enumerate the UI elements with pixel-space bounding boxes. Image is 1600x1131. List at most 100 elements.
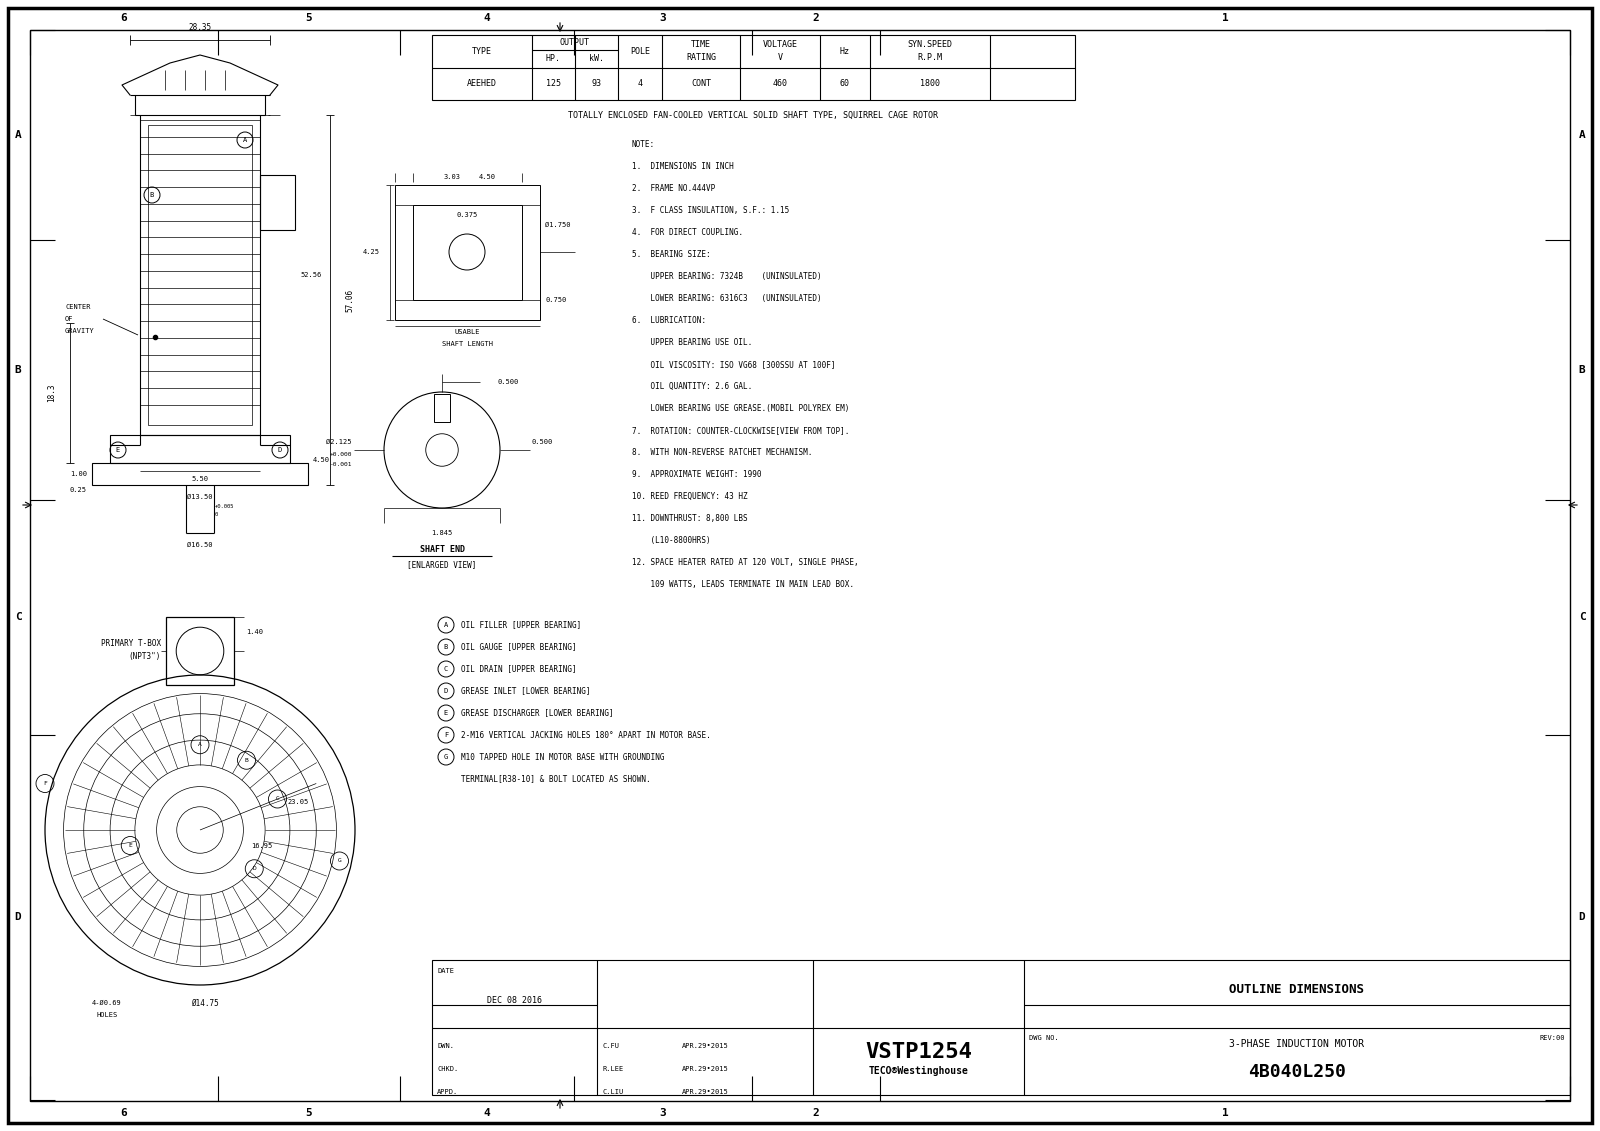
- Text: Ø14.75: Ø14.75: [190, 999, 219, 1008]
- Text: APR.29•2015: APR.29•2015: [682, 1044, 728, 1050]
- Text: 57.06: 57.06: [346, 288, 355, 311]
- Text: GREASE DISCHARGER [LOWER BEARING]: GREASE DISCHARGER [LOWER BEARING]: [461, 708, 614, 717]
- Text: 0.375: 0.375: [456, 211, 478, 218]
- Text: GREASE INLET [LOWER BEARING]: GREASE INLET [LOWER BEARING]: [461, 687, 590, 696]
- Text: 12. SPACE HEATER RATED AT 120 VOLT, SINGLE PHASE,: 12. SPACE HEATER RATED AT 120 VOLT, SING…: [632, 558, 859, 567]
- Text: 8.  WITH NON-REVERSE RATCHET MECHANISM.: 8. WITH NON-REVERSE RATCHET MECHANISM.: [632, 448, 813, 457]
- Text: OIL QUANTITY: 2.6 GAL.: OIL QUANTITY: 2.6 GAL.: [632, 382, 752, 391]
- Text: 4: 4: [637, 79, 643, 88]
- Text: USABLE: USABLE: [454, 329, 480, 335]
- Bar: [110, 435, 290, 463]
- Text: E: E: [128, 843, 133, 848]
- Text: 3: 3: [659, 12, 666, 23]
- Text: (L10-8800HRS): (L10-8800HRS): [632, 536, 710, 545]
- Bar: [93, 463, 307, 485]
- Text: E: E: [443, 710, 448, 716]
- Text: B: B: [443, 644, 448, 650]
- Text: 1: 1: [1222, 12, 1229, 23]
- Text: R.LEE: R.LEE: [602, 1067, 624, 1072]
- Text: A: A: [198, 742, 202, 748]
- Text: 4: 4: [483, 12, 490, 23]
- Text: 28.35: 28.35: [189, 23, 211, 32]
- Text: B: B: [14, 365, 21, 375]
- Text: -0.001: -0.001: [330, 461, 352, 466]
- Text: 1.  DIMENSIONS IN INCH: 1. DIMENSIONS IN INCH: [632, 162, 734, 171]
- Text: HOLES: HOLES: [96, 1012, 118, 1018]
- Text: A: A: [14, 130, 21, 140]
- Text: D: D: [14, 913, 21, 923]
- Text: RATING: RATING: [686, 53, 717, 62]
- Text: (NPT3"): (NPT3"): [128, 651, 162, 661]
- Text: 0.500: 0.500: [498, 379, 518, 385]
- Text: TERMINAL[R38-10] & BOLT LOCATED AS SHOWN.: TERMINAL[R38-10] & BOLT LOCATED AS SHOWN…: [461, 775, 651, 784]
- Text: kW.: kW.: [589, 54, 605, 63]
- Text: +0.005: +0.005: [214, 504, 235, 509]
- Text: A: A: [243, 137, 246, 143]
- Bar: [141, 115, 259, 435]
- Text: E: E: [115, 447, 120, 454]
- Text: OIL DRAIN [UPPER BEARING]: OIL DRAIN [UPPER BEARING]: [461, 665, 576, 673]
- Text: 7.  ROTATION: COUNTER-CLOCKWISE[VIEW FROM TOP].: 7. ROTATION: COUNTER-CLOCKWISE[VIEW FROM…: [632, 426, 850, 435]
- Text: 3.03: 3.03: [443, 174, 461, 180]
- Text: A: A: [1579, 130, 1586, 140]
- Text: DWN.: DWN.: [437, 1044, 454, 1050]
- Text: F: F: [443, 732, 448, 739]
- Text: C: C: [14, 613, 21, 622]
- Text: D: D: [443, 688, 448, 694]
- Text: DATE: DATE: [437, 968, 454, 974]
- Text: REV:00: REV:00: [1539, 1036, 1565, 1042]
- Bar: [395, 185, 541, 320]
- Text: OIL GAUGE [UPPER BEARING]: OIL GAUGE [UPPER BEARING]: [461, 642, 576, 651]
- Text: LOWER BEARING: 6316C3   (UNINSULATED): LOWER BEARING: 6316C3 (UNINSULATED): [632, 294, 822, 303]
- Text: 2: 2: [813, 1108, 819, 1119]
- Bar: [432, 35, 1075, 100]
- Text: SYN.SPEED: SYN.SPEED: [907, 41, 952, 50]
- Text: 1.845: 1.845: [432, 530, 453, 536]
- Text: 109 WATTS, LEADS TERMINATE IN MAIN LEAD BOX.: 109 WATTS, LEADS TERMINATE IN MAIN LEAD …: [632, 580, 854, 589]
- Text: LOWER BEARING USE GREASE.(MOBIL POLYREX EM): LOWER BEARING USE GREASE.(MOBIL POLYREX …: [632, 404, 850, 413]
- Text: B: B: [245, 758, 248, 762]
- Text: OUTLINE DIMENSIONS: OUTLINE DIMENSIONS: [1229, 983, 1365, 996]
- Bar: [147, 126, 253, 425]
- Text: 1.00: 1.00: [70, 470, 86, 477]
- Text: C: C: [275, 796, 280, 802]
- Text: 11. DOWNTHRUST: 8,800 LBS: 11. DOWNTHRUST: 8,800 LBS: [632, 513, 747, 523]
- Text: NOTE:: NOTE:: [632, 140, 654, 149]
- Text: TECO®Westinghouse: TECO®Westinghouse: [869, 1065, 968, 1076]
- Text: HP.: HP.: [546, 54, 562, 63]
- Text: CONT: CONT: [691, 79, 710, 88]
- Text: 4.50: 4.50: [314, 457, 330, 463]
- Text: D: D: [1579, 913, 1586, 923]
- Text: 3: 3: [659, 1108, 666, 1119]
- Text: A: A: [443, 622, 448, 628]
- Text: 3.  F CLASS INSULATION, S.F.: 1.15: 3. F CLASS INSULATION, S.F.: 1.15: [632, 206, 789, 215]
- Text: VSTP1254: VSTP1254: [866, 1042, 971, 1062]
- Text: 18.3: 18.3: [48, 383, 56, 403]
- Text: 23.05: 23.05: [288, 800, 309, 805]
- Text: 6: 6: [120, 12, 128, 23]
- Text: 4: 4: [483, 1108, 490, 1119]
- Text: G: G: [338, 858, 341, 863]
- Text: D: D: [253, 866, 256, 871]
- Text: OIL FILLER [UPPER BEARING]: OIL FILLER [UPPER BEARING]: [461, 621, 581, 630]
- Text: F: F: [43, 782, 46, 786]
- Text: 1.40: 1.40: [246, 629, 262, 634]
- Text: 9.  APPROXIMATE WEIGHT: 1990: 9. APPROXIMATE WEIGHT: 1990: [632, 470, 762, 480]
- Text: 52.56: 52.56: [301, 271, 322, 278]
- Text: UPPER BEARING: 7324B    (UNINSULATED): UPPER BEARING: 7324B (UNINSULATED): [632, 271, 822, 280]
- Text: M10 TAPPED HOLE IN MOTOR BASE WITH GROUNDING: M10 TAPPED HOLE IN MOTOR BASE WITH GROUN…: [461, 752, 664, 761]
- Text: 4B040L250: 4B040L250: [1248, 1063, 1346, 1081]
- Text: B: B: [1579, 365, 1586, 375]
- Text: C.LIU: C.LIU: [602, 1089, 624, 1095]
- Text: [ENLARGED VIEW]: [ENLARGED VIEW]: [408, 561, 477, 570]
- Bar: [166, 618, 234, 685]
- Bar: [434, 394, 450, 422]
- Text: APR.29•2015: APR.29•2015: [682, 1089, 728, 1095]
- Text: 16.95: 16.95: [251, 843, 272, 848]
- Text: APR.29•2015: APR.29•2015: [682, 1067, 728, 1072]
- Text: 0: 0: [214, 512, 218, 518]
- Text: 2: 2: [813, 12, 819, 23]
- Text: 125: 125: [546, 79, 562, 88]
- Text: 0.25: 0.25: [70, 487, 86, 493]
- Text: 1: 1: [1222, 1108, 1229, 1119]
